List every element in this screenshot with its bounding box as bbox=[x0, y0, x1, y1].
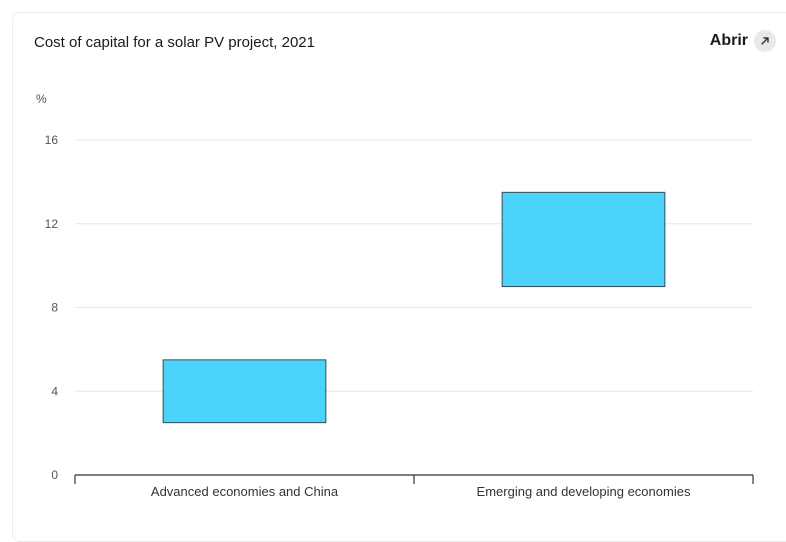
x-category-label: Advanced economies and China bbox=[151, 484, 339, 499]
y-axis-unit: % bbox=[36, 92, 47, 106]
open-button-label: Abrir bbox=[709, 32, 748, 49]
range-bar bbox=[162, 359, 327, 424]
y-tick-label: 4 bbox=[51, 384, 58, 398]
open-button[interactable]: Abrir bbox=[710, 30, 776, 52]
expand-arrow-icon bbox=[754, 30, 776, 52]
x-category-label: Emerging and developing economies bbox=[477, 484, 691, 499]
chart-plot: 0 4 8 12 16 Advanced economies and China Emerg… bbox=[45, 133, 754, 499]
range-bar bbox=[501, 191, 666, 288]
y-tick-label: 0 bbox=[51, 468, 58, 482]
y-tick-label: 16 bbox=[45, 133, 59, 147]
y-tick-label: 8 bbox=[51, 301, 58, 315]
chart-title: Cost of capital for a solar PV project, … bbox=[34, 34, 315, 51]
y-tick-label: 12 bbox=[45, 217, 59, 231]
